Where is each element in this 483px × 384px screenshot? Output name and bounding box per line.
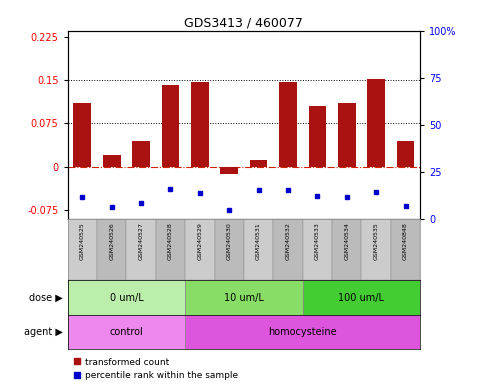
Bar <box>332 219 361 280</box>
Text: GSM240525: GSM240525 <box>80 222 85 260</box>
Bar <box>214 219 244 280</box>
Bar <box>191 82 209 167</box>
Text: GSM240526: GSM240526 <box>109 222 114 260</box>
Bar <box>244 219 273 280</box>
Text: GSM240528: GSM240528 <box>168 222 173 260</box>
Bar <box>279 82 297 167</box>
Bar <box>68 280 185 315</box>
Bar <box>391 219 420 280</box>
Bar <box>162 84 179 167</box>
Bar <box>397 141 414 167</box>
Bar <box>185 280 303 315</box>
Bar <box>127 219 156 280</box>
Text: GSM240530: GSM240530 <box>227 222 232 260</box>
Bar <box>250 160 268 167</box>
Text: GSM240531: GSM240531 <box>256 222 261 260</box>
Text: GSM240848: GSM240848 <box>403 222 408 260</box>
Bar <box>303 219 332 280</box>
Bar <box>73 103 91 167</box>
Bar <box>338 103 355 167</box>
Text: 10 um/L: 10 um/L <box>224 293 264 303</box>
Bar <box>132 141 150 167</box>
Legend: transformed count, percentile rank within the sample: transformed count, percentile rank withi… <box>70 354 242 384</box>
Bar <box>273 219 303 280</box>
Bar <box>185 219 214 280</box>
Bar <box>303 280 420 315</box>
Text: control: control <box>110 327 143 337</box>
Text: GSM240533: GSM240533 <box>315 222 320 260</box>
Text: GSM240535: GSM240535 <box>374 222 379 260</box>
Bar <box>156 219 185 280</box>
Bar <box>68 219 97 280</box>
Bar <box>68 315 185 349</box>
Bar <box>309 106 326 167</box>
Text: homocysteine: homocysteine <box>269 327 337 337</box>
Text: dose ▶: dose ▶ <box>29 293 63 303</box>
Text: 100 um/L: 100 um/L <box>339 293 384 303</box>
Text: GSM240532: GSM240532 <box>285 222 290 260</box>
Text: 0 um/L: 0 um/L <box>110 293 143 303</box>
Bar <box>361 219 391 280</box>
Text: agent ▶: agent ▶ <box>24 327 63 337</box>
Title: GDS3413 / 460077: GDS3413 / 460077 <box>185 17 303 30</box>
Bar <box>220 167 238 174</box>
Bar <box>103 155 120 167</box>
Bar <box>367 79 385 167</box>
Text: GSM240534: GSM240534 <box>344 222 349 260</box>
Bar <box>185 315 420 349</box>
Bar <box>97 219 127 280</box>
Text: GSM240529: GSM240529 <box>198 222 202 260</box>
Text: GSM240527: GSM240527 <box>139 222 143 260</box>
